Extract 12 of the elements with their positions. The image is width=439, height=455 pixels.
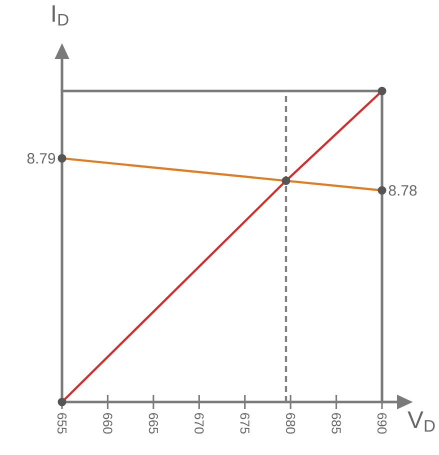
x-tick-label: 690	[377, 413, 386, 434]
x-tick-label: 685	[332, 413, 341, 434]
x-tick-label: 670	[194, 413, 204, 434]
y-axis-title: I$_{D}$	[52, 5, 68, 26]
x-tick-label: 680	[286, 413, 295, 434]
x-tick-label: 675	[240, 413, 250, 434]
x-tick-label: 665	[148, 413, 158, 434]
data-label: 8.78	[388, 185, 416, 196]
data-label: 8.79	[27, 153, 55, 164]
x-axis-title: V$_{D}$	[407, 412, 435, 432]
x-tick-label: 655	[57, 413, 66, 434]
x-tick-label: 660	[102, 413, 112, 434]
